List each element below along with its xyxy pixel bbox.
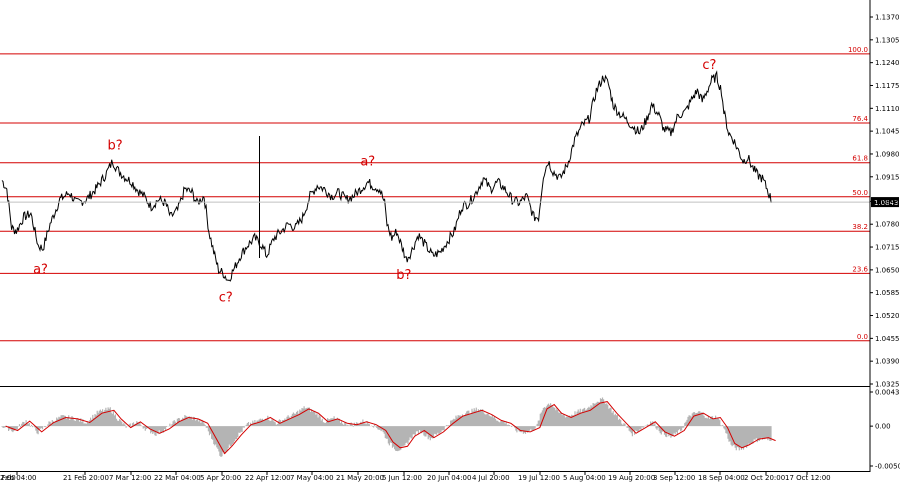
y-tick-label: 1.1240 <box>875 59 900 67</box>
fibonacci-levels: 100.0 76.4 61.8 50.0 38.2 23.6 0.0 <box>0 46 870 342</box>
last-price-label: 1.0843 <box>874 199 899 207</box>
x-tick-label: 21 Feb 20:00 <box>63 474 109 482</box>
y-tick-label: 1.0780 <box>875 221 900 229</box>
wave-label: b? <box>108 139 123 154</box>
y-tick-label: 1.0585 <box>875 289 900 297</box>
x-tick-label: 5 Apr 20:00 <box>200 474 241 482</box>
x-tick-label: 20 Jun 04:00 <box>427 474 471 482</box>
fib-level-label: 38.2 <box>852 223 868 231</box>
x-tick-label: 7 Mar 12:00 <box>109 474 151 482</box>
x-tick-label: 21 May 20:00 <box>336 474 384 482</box>
x-tick-label: 3 Sep 12:00 <box>653 474 695 482</box>
y-tick-label: 1.0915 <box>875 173 900 181</box>
indicator-y-tick-label: -0.00509 <box>875 463 900 471</box>
price-series: 1.0843 <box>0 70 899 282</box>
y-tick-label: 1.1370 <box>875 14 900 22</box>
oscillator-panel <box>1 397 776 457</box>
y-tick-label: 1.0325 <box>875 381 900 389</box>
y-tick-label: 1.0520 <box>875 312 900 320</box>
y-tick-label: 1.0455 <box>875 335 900 343</box>
fib-level-label: 76.4 <box>852 115 868 123</box>
x-tick-label: 18 Sep 04:00 <box>698 474 745 482</box>
price-line <box>1 70 773 282</box>
x-tick-label: 19 Jul 12:00 <box>518 474 560 482</box>
wave-label: a? <box>33 263 48 278</box>
x-tick-label: 19 Aug 20:00 <box>608 474 655 482</box>
fib-level-label: 61.8 <box>852 155 868 163</box>
x-tick-label: 4 Jul 20:00 <box>472 474 510 482</box>
wave-labels: a? b? c? a? b? c? <box>33 58 716 306</box>
x-tick-label: 22 Mar 04:00 <box>154 474 201 482</box>
indicator-y-tick-label: 0.00436 <box>875 389 900 397</box>
y-tick-label: 1.1110 <box>875 105 900 113</box>
y-tick-label: 1.1045 <box>875 128 900 136</box>
oscillator-signal-line <box>5 401 776 455</box>
x-tick-label: 7 May 04:00 <box>290 474 334 482</box>
y-tick-label: 1.1175 <box>875 82 900 90</box>
wave-label: a? <box>360 155 375 170</box>
y-tick-label: 1.0390 <box>875 358 900 366</box>
y-tick-label: 1.0845 <box>875 198 900 206</box>
x-tick-label: 7 Feb 04:00 <box>0 474 36 482</box>
fib-level-label: 50.0 <box>852 189 868 197</box>
y-tick-label: 1.0650 <box>875 266 900 274</box>
fib-level-label: 0.0 <box>857 333 868 341</box>
x-tick-label: 2 Oct 20:00 <box>744 474 785 482</box>
y-tick-label: 1.0980 <box>875 150 900 158</box>
wave-label: b? <box>396 268 411 283</box>
x-tick-label: 22 Apr 12:00 <box>245 474 291 482</box>
y-tick-label: 1.0715 <box>875 244 900 252</box>
last-price-box <box>871 197 899 208</box>
x-tick-label: 17 Oct 12:00 <box>785 474 831 482</box>
x-tick-label: 5 Aug 04:00 <box>563 474 606 482</box>
wave-label: c? <box>702 58 716 73</box>
x-tick-label-partial: 2:00 <box>0 474 16 482</box>
x-tick-label: 5 Jun 12:00 <box>382 474 422 482</box>
fib-level-label: 23.6 <box>852 265 868 273</box>
wave-label: c? <box>219 291 233 306</box>
fib-level-label: 100.0 <box>848 46 868 54</box>
y-tick-label: 1.1305 <box>875 36 900 44</box>
indicator-y-tick-label: 0.00 <box>875 423 891 431</box>
